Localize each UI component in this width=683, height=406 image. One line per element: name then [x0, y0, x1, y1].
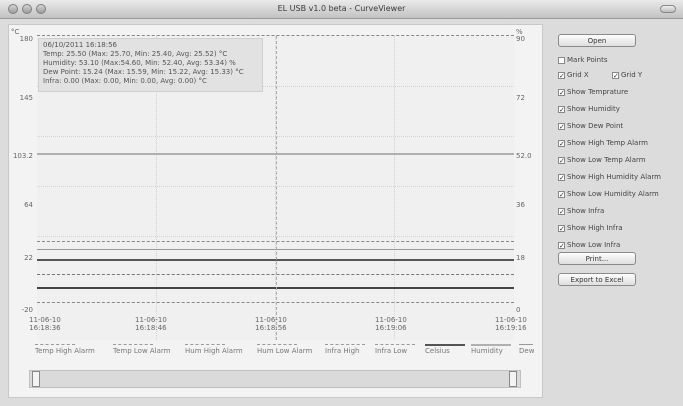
time-range-scrollbar[interactable] [29, 370, 521, 388]
toolbar-toggle-button[interactable] [660, 5, 676, 13]
control-panel: Open Mark Points ✓ Grid X ✓ Grid Y ✓ Show T… [550, 24, 676, 396]
readout-infra: Infra: 0.00 (Max: 0.00, Min: 0.00, Avg: … [43, 77, 207, 85]
right-tick: 18 [516, 254, 525, 262]
right-tick: 90 [516, 35, 525, 43]
readout-timestamp: 06/10/2011 16:18:56 [43, 41, 118, 49]
open-button[interactable]: Open [558, 34, 636, 47]
left-tick: 180 [19, 35, 33, 43]
hum-low-alarm-line [37, 302, 514, 303]
window-title: EL USB v1.0 beta - CurveViewer [277, 4, 406, 13]
show-high-humidity-alarm-checkbox[interactable]: ✓ Show High Humidity Alarm [558, 173, 661, 182]
left-tick: 22 [24, 254, 33, 262]
temp-low-alarm-line [37, 274, 514, 275]
legend-item: Temp High Alarm [35, 344, 95, 355]
show-dew-point-checkbox[interactable]: ✓ Show Dew Point [558, 122, 624, 131]
grid-y-checkbox[interactable]: ✓ Grid Y [612, 71, 643, 80]
legend-item: Dew [519, 344, 534, 355]
export-to-excel-button[interactable]: Export to Excel [558, 273, 636, 286]
right-tick: 0 [516, 306, 521, 314]
show-low-infra-checkbox[interactable]: ✓ Show Low Infra [558, 241, 621, 250]
legend-item: Infra High [325, 344, 365, 355]
infra-line [37, 287, 514, 289]
left-axis-unit: °C [11, 28, 20, 36]
range-start-handle[interactable] [32, 371, 40, 387]
range-end-handle[interactable] [509, 371, 517, 387]
show-temprature-checkbox[interactable]: ✓ Show Temprature [558, 88, 629, 97]
x-tick: 11-06-10 16:19:16 [495, 316, 527, 332]
right-tick: 52.0 [516, 152, 532, 160]
show-low-humidity-alarm-checkbox[interactable]: ✓ Show Low Humidity Alarm [558, 190, 659, 199]
legend-item: Celsius [425, 344, 465, 355]
cursor-line[interactable] [276, 36, 277, 340]
mark-points-checkbox[interactable]: Mark Points [558, 56, 608, 64]
hum-high-alarm-line [37, 241, 514, 242]
readout-box: 06/10/2011 16:18:56 Temp: 25.50 (Max: 25… [38, 38, 263, 92]
grid-x-checkbox[interactable]: ✓ Grid X [558, 71, 589, 80]
left-tick: 64 [24, 201, 33, 209]
plot-area[interactable]: 06/10/2011 16:18:56 Temp: 25.50 (Max: 25… [37, 35, 514, 340]
close-window-button[interactable] [8, 4, 18, 14]
celsius-line [37, 259, 514, 261]
chart-panel: °C % 180 145 103.2 64 22 -20 90 72 52.0 … [8, 24, 543, 398]
dew-point-line [37, 249, 514, 250]
show-high-infra-checkbox[interactable]: ✓ Show High Infra [558, 224, 623, 233]
legend-item: Infra Low [375, 344, 415, 355]
readout-dew-point: Dew Point: 15.24 (Max: 15.59, Min: 15.22… [43, 68, 244, 76]
left-tick: 145 [19, 94, 33, 102]
zoom-window-button[interactable] [36, 4, 46, 14]
x-tick: 11-06-10 16:18:46 [135, 316, 167, 332]
legend-item: Hum Low Alarm [257, 344, 312, 355]
title-bar: EL USB v1.0 beta - CurveViewer [0, 0, 683, 19]
x-tick: 11-06-10 16:18:36 [29, 316, 61, 332]
right-tick: 36 [516, 201, 525, 209]
minimize-window-button[interactable] [22, 4, 32, 14]
show-infra-checkbox[interactable]: ✓ Show Infra [558, 207, 605, 216]
x-tick: 11-06-10 16:19:06 [375, 316, 407, 332]
x-tick: 11-06-10 16:18:56 [255, 316, 287, 332]
left-tick: -20 [21, 306, 33, 314]
temp-high-alarm-line [37, 35, 514, 36]
show-high-temp-alarm-checkbox[interactable]: ✓ Show High Temp Alarm [558, 139, 648, 148]
humidity-line [37, 153, 514, 155]
print-button[interactable]: Print... [558, 252, 636, 265]
legend-item: Temp Low Alarm [113, 344, 171, 355]
left-tick: 103.2 [12, 152, 33, 160]
readout-humidity: Humidity: 53.10 (Max:54.60, Min: 52.40, … [43, 59, 236, 67]
legend-item: Humidity [471, 344, 511, 355]
show-low-temp-alarm-checkbox[interactable]: ✓ Show Low Temp Alarm [558, 156, 646, 165]
legend-item: Hum High Alarm [185, 344, 243, 355]
right-axis-unit: % [516, 28, 523, 36]
show-humidity-checkbox[interactable]: ✓ Show Humidity [558, 105, 620, 114]
right-tick: 72 [516, 94, 525, 102]
readout-temp: Temp: 25.50 (Max: 25.70, Min: 25.40, Avg… [43, 50, 228, 58]
